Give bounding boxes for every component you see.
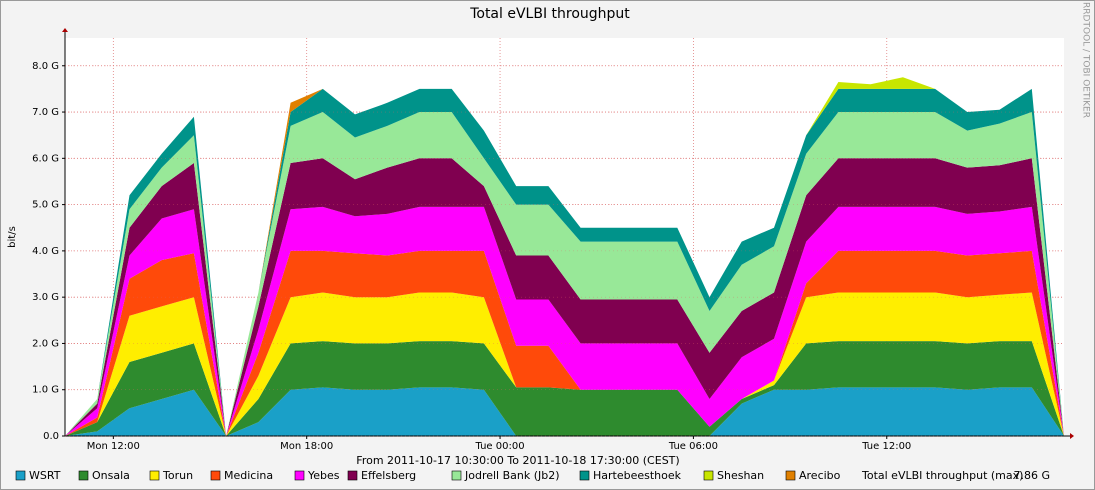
y-tick-label: 6.0 G	[32, 153, 59, 164]
legend-swatch	[785, 470, 796, 481]
y-tick-label: 0.0	[43, 431, 59, 442]
legend-label: Onsala	[92, 469, 130, 482]
legend-label: Arecibo	[799, 469, 841, 482]
footer: From 2011-10-17 10:30:00 To 2011-10-18 1…	[356, 454, 679, 467]
legend-label: Torun	[162, 469, 193, 482]
legend-swatch	[703, 470, 714, 481]
legend-label: Hartebeesthoek	[593, 469, 682, 482]
y-tick-label: 8.0 G	[32, 61, 59, 72]
x-tick-label: Mon 12:00	[87, 441, 140, 452]
legend: WSRT Onsala Torun Medicina Yebes Effelsberg Jo…	[15, 469, 1050, 482]
legend-swatch	[294, 470, 305, 481]
area	[65, 250, 1064, 436]
y-arrow	[62, 28, 68, 32]
x-arrow	[1070, 433, 1074, 439]
x-tick-label: Tue 00:00	[475, 441, 525, 452]
area	[65, 112, 1064, 436]
legend-swatch	[78, 470, 89, 481]
legend-swatch	[210, 470, 221, 481]
legend-label: Sheshan	[717, 469, 764, 482]
plot	[65, 38, 1064, 437]
legend-label: Effelsberg	[361, 469, 416, 482]
area	[65, 88, 1064, 437]
legend-swatch	[149, 470, 160, 481]
area	[65, 341, 1064, 436]
y-tick-label: 3.0 G	[32, 292, 59, 303]
legend-swatch	[347, 470, 358, 481]
legend-label: Yebes	[307, 469, 340, 482]
legend-total-name: Total eVLBI throughput (max)	[861, 469, 1023, 482]
legend-label: WSRT	[29, 469, 61, 482]
area	[65, 158, 1064, 437]
area	[65, 206, 1064, 436]
legend-swatch	[579, 470, 590, 481]
x-tick-label: Mon 18:00	[280, 441, 333, 452]
chart-title: Total eVLBI throughput	[469, 6, 630, 22]
legend-label: Jodrell Bank (Jb2)	[464, 469, 560, 482]
x-tick-label: Tue 12:00	[861, 441, 911, 452]
y-tick-label: 7.0 G	[32, 107, 59, 118]
y-tick-label: 4.0 G	[32, 246, 59, 257]
x-tick-label: Tue 06:00	[668, 441, 718, 452]
legend-label: Medicina	[224, 469, 273, 482]
y-axis-label: bit/s	[7, 226, 18, 248]
legend-swatch	[451, 470, 462, 481]
area	[65, 387, 1064, 436]
y-tick-label: 5.0 G	[32, 200, 59, 211]
legend-total-value: 7.86 G	[1013, 469, 1050, 482]
y-tick-label: 1.0 G	[32, 385, 59, 396]
legend-swatch	[15, 470, 26, 481]
credit: RRDTOOL / TOBI OETIKER	[1081, 2, 1091, 118]
y-tick-label: 2.0 G	[32, 338, 59, 349]
area	[65, 292, 1064, 436]
